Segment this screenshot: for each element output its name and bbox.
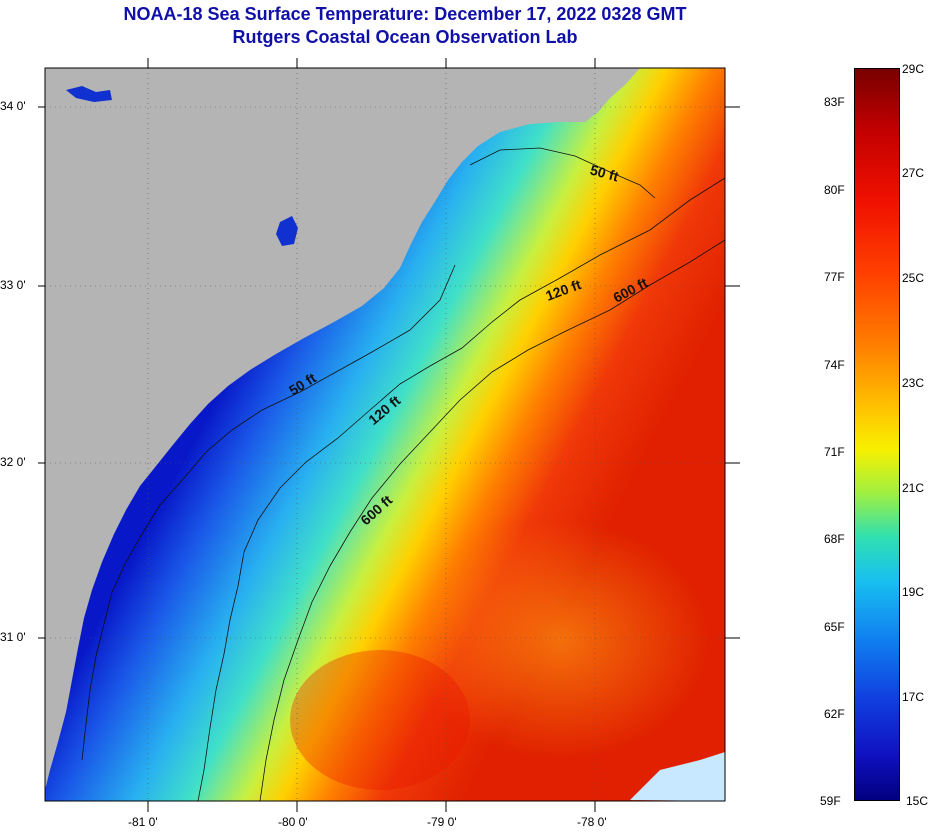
contour-50ft (81, 147, 656, 761)
temperature-colorbar (854, 68, 900, 801)
contour-120ft (197, 177, 725, 801)
colorbar-label-62f: 62F (824, 707, 845, 721)
lon-label-78: -78 0' (577, 815, 607, 829)
contour-600ft (259, 239, 725, 801)
colorbar-label-71f: 71F (824, 445, 845, 459)
colorbar-label-25c: 25C (902, 271, 925, 285)
colorbar-label-74f: 74F (824, 358, 845, 372)
lon-label-80: -80 0' (278, 815, 308, 829)
colorbar-label-68f: 68F (824, 532, 845, 546)
colorbar-label-77f: 77F (824, 270, 845, 284)
colorbar-label-59f: 59F (820, 794, 841, 808)
colorbar-label-17c: 17C (902, 690, 925, 704)
colorbar-label-29c: 29C (902, 62, 925, 76)
colorbar-label-21c: 21C (902, 481, 925, 495)
colorbar-label-19c: 19C (902, 585, 925, 599)
map-area (45, 68, 725, 801)
inland-lake (276, 216, 298, 246)
map-frame (44, 67, 726, 802)
map-subtitle: Rutgers Coastal Ocean Observation Lab (232, 27, 578, 47)
inland-water (66, 86, 112, 102)
colorbar-label-27c: 27C (902, 166, 925, 180)
lat-label-34: 34 0' (0, 99, 26, 113)
grid (45, 68, 725, 801)
colorbar-label-80f: 80F (824, 183, 845, 197)
colorbar-label-83f: 83F (824, 95, 845, 109)
colorbar-label-65f: 65F (824, 620, 845, 634)
colorbar-label-23c: 23C (902, 376, 925, 390)
warm-core (290, 650, 470, 790)
lon-label-79: -79 0' (427, 815, 457, 829)
lat-label-32: 32 0' (0, 455, 26, 469)
warm-eddy (410, 520, 710, 760)
colorbar-label-15c: 15C (906, 794, 929, 808)
cloud-patch (630, 752, 725, 801)
lat-label-31: 31 0' (0, 630, 26, 644)
lat-label-33: 33 0' (0, 278, 26, 292)
tick-marks (38, 58, 740, 812)
land-mass (45, 68, 640, 790)
map-title: NOAA-18 Sea Surface Temperature: Decembe… (123, 4, 687, 24)
lon-label-81: -81 0' (128, 815, 158, 829)
